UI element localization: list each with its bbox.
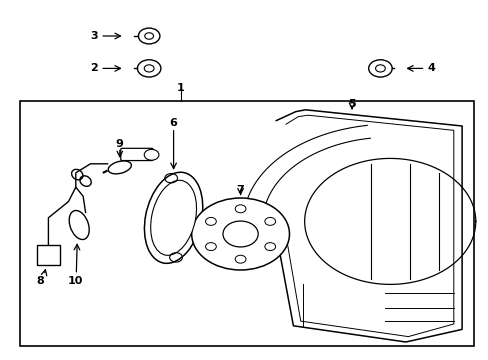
FancyBboxPatch shape <box>121 148 153 161</box>
Bar <box>37 245 60 265</box>
Ellipse shape <box>69 211 89 239</box>
Text: 6: 6 <box>169 118 177 128</box>
Text: 2: 2 <box>90 63 98 73</box>
Text: 1: 1 <box>177 83 184 93</box>
Bar <box>20 101 473 346</box>
Text: 10: 10 <box>68 276 83 286</box>
Circle shape <box>144 149 159 160</box>
Text: 7: 7 <box>236 185 244 195</box>
Ellipse shape <box>108 161 131 174</box>
Text: 5: 5 <box>347 99 355 109</box>
Circle shape <box>191 198 289 270</box>
Text: 4: 4 <box>427 63 435 73</box>
Ellipse shape <box>144 172 203 264</box>
Text: 9: 9 <box>116 139 123 149</box>
Polygon shape <box>276 110 461 342</box>
Ellipse shape <box>150 180 196 255</box>
Text: 8: 8 <box>36 276 44 286</box>
Text: 3: 3 <box>90 31 98 41</box>
